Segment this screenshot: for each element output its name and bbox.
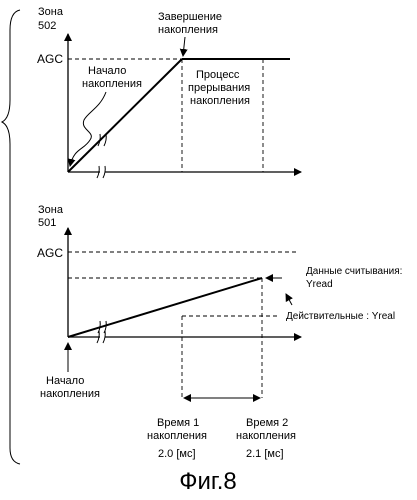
top-agc-label: AGC	[37, 52, 63, 66]
group-brace	[2, 10, 20, 464]
bottom-agc-label: AGC	[37, 246, 63, 260]
read-data-label-line1: Данные считывания:	[306, 266, 402, 277]
time2-label-line1: Время 2	[246, 417, 288, 429]
actual-label: Действительные : Yreal	[286, 311, 395, 322]
bottom-graph: Зона 501 AGC Данные считывания: Yread Де…	[37, 204, 402, 460]
time2-value: 2.1 [мс]	[246, 448, 284, 460]
time1-value: 2.0 [мс]	[158, 448, 196, 460]
top-zone-label-line1: Зона	[38, 6, 64, 18]
top-end-label-line2: накопления	[158, 24, 218, 36]
top-interrupt-label-line2: прерывания	[188, 82, 250, 94]
time2-label-line2: накопления	[236, 430, 296, 442]
bottom-start-label-line1: Начало	[46, 375, 84, 387]
top-graph: Зона 502 AGC Завершение накопления Начал…	[37, 6, 301, 178]
read-data-label-line2: Yread	[306, 279, 333, 290]
figure-caption: Фиг.8	[179, 468, 237, 495]
top-zone-label-line2: 502	[38, 20, 56, 32]
time1-label-line1: Время 1	[157, 417, 199, 429]
top-end-label-line1: Завершение	[158, 11, 222, 23]
top-interrupt-label-line1: Процесс	[196, 69, 240, 81]
bottom-zone-label-line2: 501	[38, 217, 56, 229]
top-start-pointer	[70, 92, 106, 166]
top-start-label-line1: Начало	[88, 65, 126, 77]
top-start-label-line2: накопления	[82, 78, 142, 90]
time1-label-line2: накопления	[147, 430, 207, 442]
yreal-pointer	[286, 294, 292, 305]
top-interrupt-label-line3: накопления	[190, 95, 250, 107]
bottom-zone-label-line1: Зона	[38, 204, 64, 216]
bottom-start-label-line2: накопления	[40, 388, 100, 400]
bottom-accumulation-line	[68, 278, 262, 337]
top-end-pointer	[183, 37, 185, 56]
